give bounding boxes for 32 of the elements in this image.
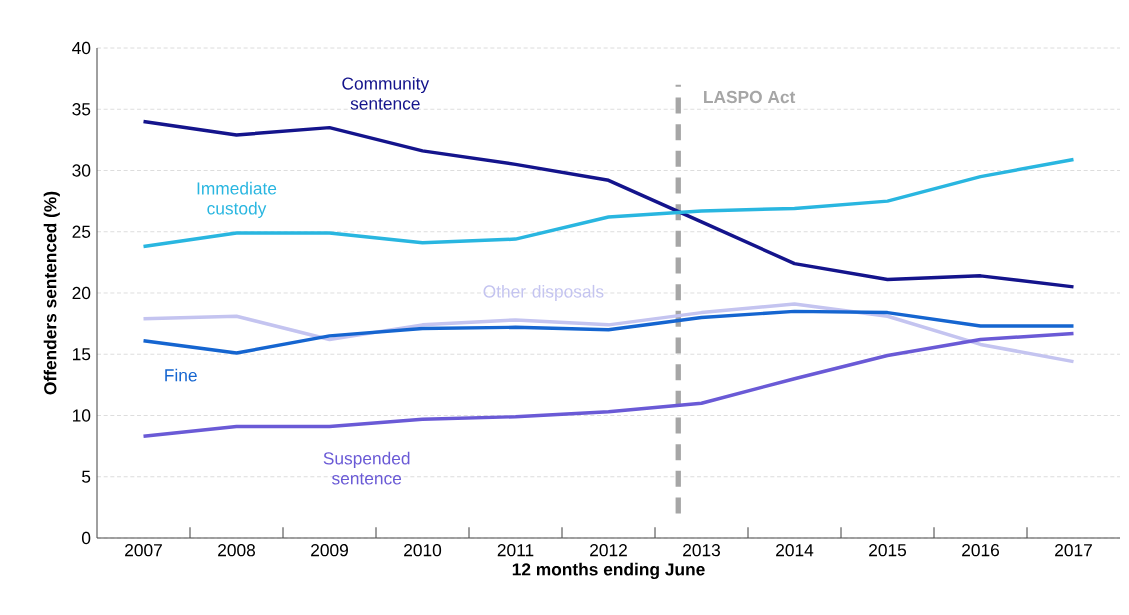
y-tick-label: 40 [72,41,91,55]
series-label: Suspended sentence [323,451,410,485]
x-tick-label: 2014 [776,544,814,557]
x-tick-label: 2008 [218,544,256,557]
x-axis-title: 12 months ending June [512,562,705,580]
x-tick-label: 2016 [962,544,1000,557]
x-tick-label: 2010 [404,544,442,557]
y-axis-title: Offenders sentenced (%) [43,191,60,395]
y-tick-label: 15 [73,348,91,361]
line-series [141,302,1076,364]
line-series [141,331,1076,439]
series-label: Other disposals [483,284,604,302]
ref-line-label: LASPO Act [704,90,796,104]
series-label: Fine [165,368,197,382]
y-tick-label: 0 [81,531,91,545]
x-tick-label: 2009 [311,544,348,557]
x-tick-label: 2015 [869,544,907,557]
x-tick-label: 2013 [683,544,721,557]
x-tick-label: 2011 [497,544,534,557]
series-label: Immediate custody [197,181,277,218]
y-tick-label: 30 [72,164,91,177]
line-series [141,309,1076,355]
x-tick-label: 2007 [125,544,162,557]
series-label: Community sentence [342,76,430,110]
line-series [141,157,1076,249]
x-tick-label: 2012 [590,544,627,557]
y-tick-label: 20 [72,286,91,300]
y-tick-label: 5 [82,470,91,483]
x-tick-label: 2017 [1055,544,1092,557]
y-tick-label: 10 [73,409,91,422]
y-tick-label: 35 [72,103,91,116]
y-tick-label: 25 [72,225,91,238]
